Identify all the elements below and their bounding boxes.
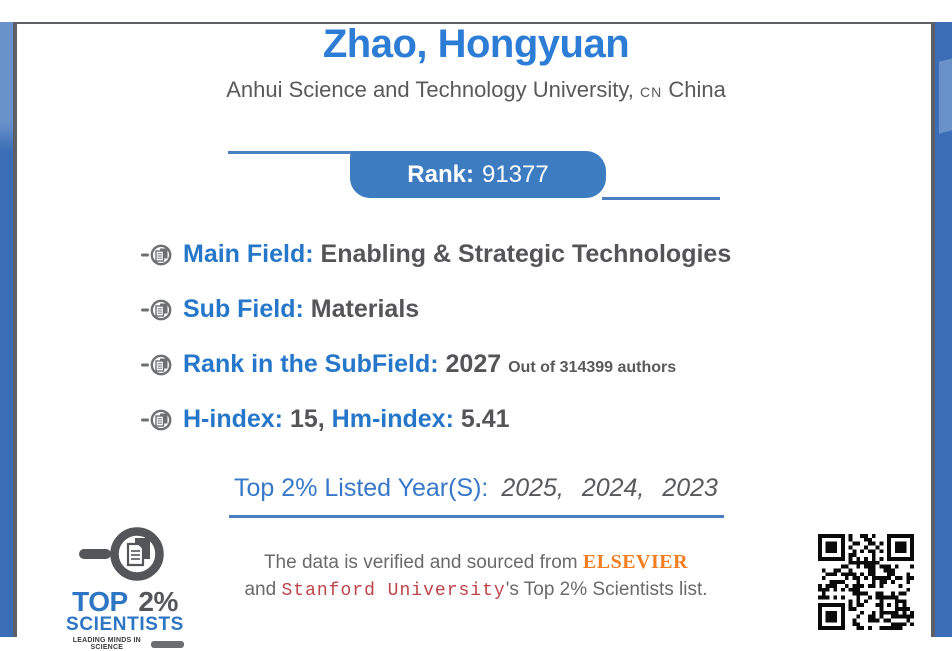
magnifier-documents-icon — [79, 527, 164, 581]
scientist-name: Zhao, Hongyuan — [322, 22, 630, 66]
subfield-rank-value: 2027 — [445, 350, 502, 378]
main-field-value: Enabling & Strategic Technologies — [320, 240, 732, 268]
verification-note: The data is verified and sourced from EL… — [176, 549, 776, 605]
verification-line2-suffix: 's Top 2% Scientists list. — [505, 579, 708, 600]
listed-years-underline: Top 2% Listed Year(S): 2025, 2024, 2023 — [228, 474, 724, 518]
rank-label: Rank: — [407, 160, 474, 188]
subfield-rank-row: Rank in the SubField: 2027 Out of 314399… — [141, 350, 731, 379]
document-bullet-icon — [141, 244, 172, 266]
h-index-row: H-index: 15, Hm-index: 5.41 — [141, 405, 731, 434]
rank-value: 91377 — [481, 160, 549, 188]
logo-top-text: TOP — [72, 586, 128, 617]
logo-tagline: LEADING MINDS IN SCIENCE — [66, 637, 184, 651]
document-bullet-icon — [141, 354, 172, 376]
field-list: Main Field: Enabling & Strategic Technol… — [141, 240, 731, 460]
affiliation-text: Anhui Science and Technology University, — [226, 77, 634, 102]
verification-line1: The data is verified and sourced from EL… — [176, 549, 776, 576]
affiliation: Anhui Science and Technology University,… — [0, 77, 952, 103]
verification-line2-and: and — [244, 579, 277, 600]
rank-line-left — [228, 151, 356, 154]
listed-years-values: 2025, 2024, 2023 — [501, 474, 718, 502]
verification-line1-text: The data is verified and sourced from — [263, 552, 578, 573]
listed-years-label: Top 2% Listed Year(S): — [234, 474, 489, 502]
main-field-label: Main Field: — [183, 240, 314, 268]
logo-tagline-text: LEADING MINDS IN SCIENCE — [72, 637, 141, 651]
card-border-top — [13, 22, 935, 24]
verification-line2: and Stanford University's Top 2% Scienti… — [176, 576, 776, 605]
document-bullet-icon — [141, 299, 172, 321]
logo-percent-text: 2% — [138, 586, 178, 617]
hm-index-value: 5.41 — [460, 405, 510, 433]
rank-line-right — [602, 197, 720, 200]
hm-index-label: Hm-index: — [331, 405, 454, 433]
sub-field-row: Sub Field: Materials — [141, 295, 731, 324]
sub-field-label: Sub Field: — [183, 295, 304, 323]
card-border-left — [13, 22, 17, 637]
document-bullet-icon — [141, 409, 172, 431]
h-index-value: 15, — [289, 405, 325, 433]
sub-field-value: Materials — [310, 295, 420, 323]
listed-years-section: Top 2% Listed Year(S): 2025, 2024, 2023 — [0, 474, 952, 518]
top2-scientists-logo: TOP 2% SCIENTISTS LEADING MINDS IN SCIEN… — [66, 526, 184, 651]
country-code: CN — [639, 84, 663, 100]
rank-banner: Rank: 91377 — [228, 151, 720, 200]
elsevier-wordmark: ELSEVIER — [582, 551, 689, 573]
qr-code — [818, 534, 914, 630]
card-border-right — [931, 22, 935, 637]
logo-scientists-text: SCIENTISTS — [66, 614, 184, 635]
h-index-label: H-index: — [183, 405, 283, 433]
frame-right-strip — [935, 22, 952, 637]
country-name: China — [668, 77, 726, 102]
stanford-wordmark: Stanford University — [281, 581, 506, 601]
subfield-rank-label: Rank in the SubField: — [183, 350, 439, 378]
rank-tab: Rank: 91377 — [350, 151, 606, 198]
frame-left-strip — [0, 22, 13, 637]
main-field-row: Main Field: Enabling & Strategic Technol… — [141, 240, 731, 269]
subfield-rank-note: Out of 314399 authors — [508, 359, 677, 376]
frame-right-highlight — [939, 58, 952, 134]
logo-tagline-bar — [150, 640, 184, 648]
logo-wordmark: TOP 2% — [66, 586, 184, 617]
